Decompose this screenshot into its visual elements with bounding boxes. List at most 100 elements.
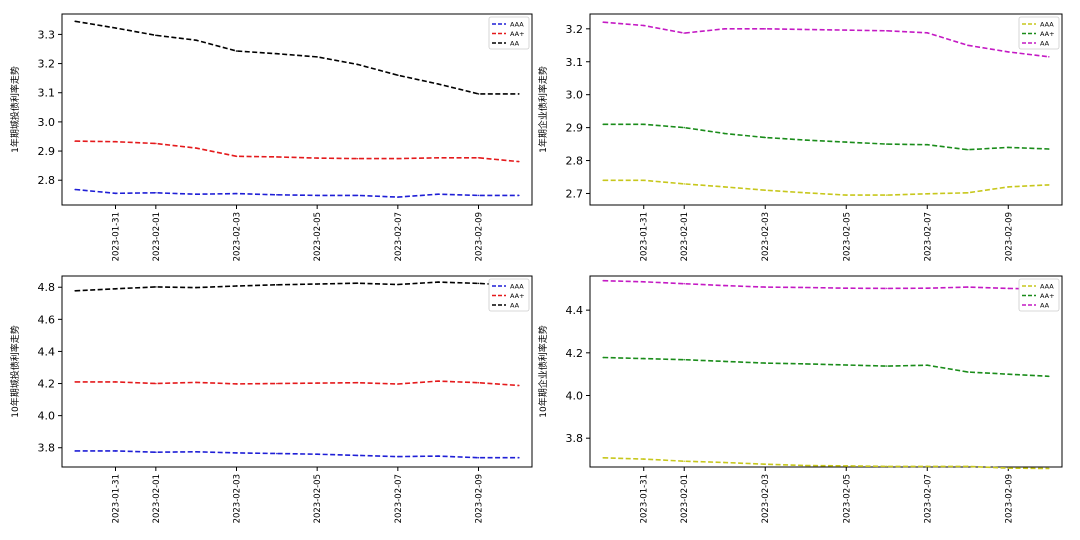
x-tick-label: 2023-02-05: [842, 474, 852, 523]
x-tick-label: 2023-02-01: [680, 474, 690, 523]
data-point: [602, 123, 605, 126]
data-point: [804, 139, 807, 141]
y-tick-label: 4.2: [566, 347, 584, 360]
data-point: [155, 142, 157, 145]
data-point: [114, 450, 117, 452]
data-point: [114, 140, 117, 143]
data-point: [235, 285, 238, 287]
data-point: [235, 50, 238, 52]
legend-label-AAA: AAA: [510, 21, 524, 29]
data-point: [764, 189, 767, 191]
data-point: [845, 364, 848, 366]
data-point: [602, 279, 605, 282]
legend-label-AA: AA: [1040, 302, 1050, 310]
data-point: [642, 24, 645, 27]
y-tick-label: 4.4: [566, 304, 584, 317]
data-point: [723, 284, 726, 287]
y-tick-label: 3.2: [38, 58, 56, 71]
data-point: [276, 193, 278, 196]
data-point: [74, 289, 76, 292]
data-point: [966, 286, 969, 288]
y-tick-label: 4.6: [38, 313, 56, 326]
x-tick-label: 2023-02-01: [152, 474, 162, 523]
chart-panel-1: 2.8 2.9 3.0 3.1 3.2 3.3 2023-01-31 2023-02-01 20…: [9, 13, 533, 261]
legend-label-AA+: AA+: [1040, 292, 1055, 300]
series-line-AA: [75, 20, 519, 95]
data-point: [885, 194, 888, 196]
y-tick-label: 2.8: [38, 174, 56, 187]
data-point: [114, 288, 117, 290]
data-point: [397, 157, 399, 160]
data-point: [155, 34, 157, 37]
data-point: [155, 382, 157, 385]
data-point: [477, 456, 480, 459]
data-point: [845, 194, 848, 196]
x-tick-label: 2023-02-05: [842, 212, 852, 261]
y-tick-label: 3.0: [566, 89, 584, 102]
data-point: [74, 140, 76, 142]
data-point: [966, 465, 969, 468]
y-tick-label: 3.2: [566, 23, 584, 36]
data-point: [195, 450, 197, 453]
data-point: [804, 464, 807, 467]
data-point: [316, 194, 318, 197]
data-point: [235, 383, 238, 385]
data-point: [114, 192, 117, 195]
data-point: [518, 93, 520, 95]
data-point: [397, 196, 399, 198]
data-point: [195, 147, 197, 149]
data-point: [642, 179, 645, 182]
data-point: [764, 362, 767, 364]
y-tick-label: 2.9: [38, 145, 56, 158]
data-point: [602, 21, 605, 24]
data-point: [437, 156, 439, 159]
data-point: [683, 183, 686, 185]
data-point: [642, 280, 645, 283]
data-point: [642, 458, 645, 460]
data-point: [885, 365, 888, 367]
data-point: [437, 380, 439, 382]
data-point: [966, 148, 969, 151]
data-point: [1007, 467, 1010, 469]
legend-label-AA+: AA+: [1040, 30, 1055, 38]
x-tick-label: 2023-01-31: [640, 474, 650, 523]
plot-frame: [589, 275, 1063, 468]
data-point: [1047, 184, 1050, 186]
data-point: [518, 194, 520, 197]
data-point: [683, 358, 686, 361]
data-point: [845, 287, 848, 289]
data-point: [804, 286, 807, 289]
data-point: [926, 287, 929, 289]
data-point: [642, 123, 645, 126]
data-point: [477, 93, 480, 95]
data-point: [356, 157, 359, 160]
data-point: [114, 27, 117, 29]
data-point: [764, 136, 767, 139]
data-point: [683, 460, 686, 463]
data-point: [966, 192, 969, 194]
data-point: [1007, 146, 1010, 149]
legend-box: [1018, 278, 1060, 312]
data-point: [195, 286, 197, 289]
x-tick-label: 2023-02-03: [761, 474, 771, 523]
data-point: [437, 455, 439, 457]
series-line-AA+: [603, 356, 1049, 378]
legend-label-AA: AA: [1040, 40, 1050, 48]
y-tick-label: 3.0: [38, 116, 56, 129]
legend-label-AAA: AAA: [510, 283, 524, 291]
data-point: [804, 28, 807, 31]
data-point: [885, 143, 888, 145]
series-line-AAA: [603, 457, 1049, 470]
x-tick-label: 2023-02-03: [761, 212, 771, 261]
plot-frame: [61, 13, 533, 206]
y-tick-label: 3.1: [38, 87, 56, 100]
data-point: [114, 381, 117, 383]
data-point: [885, 465, 888, 468]
x-tick-label: 2023-01-31: [111, 474, 121, 523]
data-point: [926, 364, 929, 367]
data-point: [74, 20, 76, 23]
legend-label-AA: AA: [510, 40, 520, 48]
